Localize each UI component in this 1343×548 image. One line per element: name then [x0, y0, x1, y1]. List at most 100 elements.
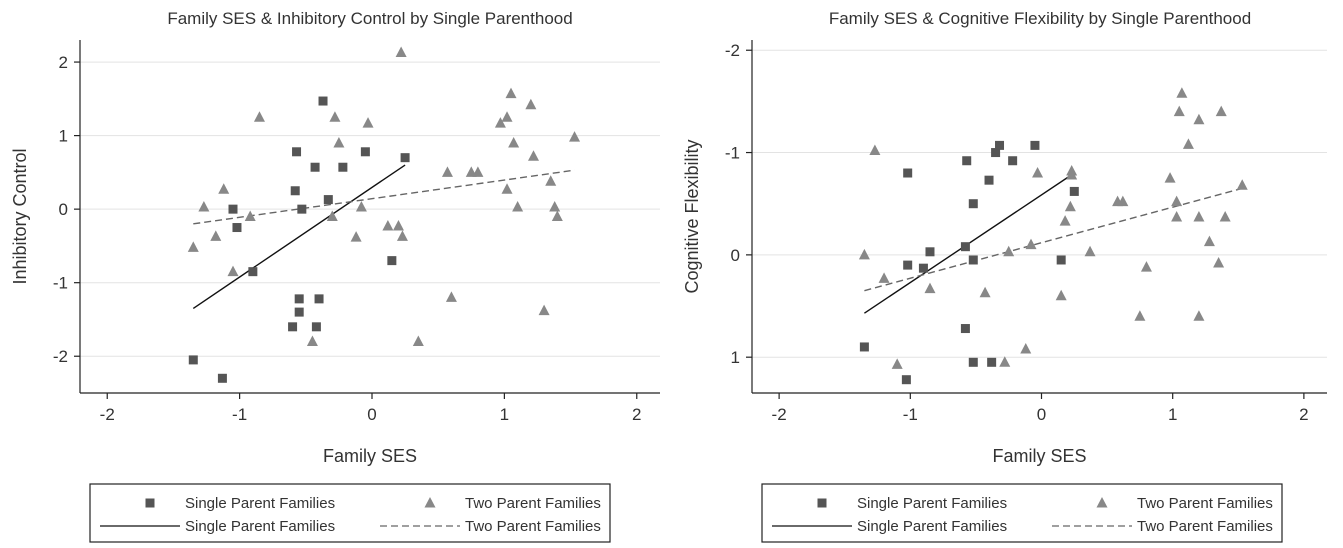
- point-two-parent: [525, 98, 537, 110]
- point-two-parent: [528, 150, 540, 161]
- point-single-parent: [918, 263, 928, 273]
- point-single-parent: [991, 148, 1001, 158]
- legend-label: Single Parent Families: [857, 495, 1007, 512]
- legend: [761, 483, 1283, 543]
- point-single-parent: [297, 204, 307, 214]
- point-two-parent: [362, 117, 374, 128]
- x-tick-label: 2: [632, 405, 641, 424]
- point-two-parent: [1193, 211, 1205, 222]
- point-single-parent: [968, 255, 978, 265]
- point-two-parent: [187, 241, 199, 252]
- point-single-parent: [901, 375, 911, 385]
- point-two-parent: [1066, 164, 1078, 176]
- point-two-parent: [1084, 245, 1096, 257]
- x-tick-label: -2: [100, 405, 115, 424]
- point-two-parent: [551, 210, 563, 221]
- point-single-parent: [323, 195, 333, 205]
- point-two-parent: [538, 304, 550, 316]
- point-two-parent: [210, 230, 222, 241]
- legend-label: Two Parent Families: [1137, 518, 1273, 535]
- point-two-parent: [1182, 138, 1194, 149]
- x-tick-label: -2: [772, 405, 787, 424]
- point-two-parent: [1193, 310, 1205, 321]
- legend-square-icon: [145, 498, 155, 508]
- legend-label: Single Parent Families: [185, 518, 335, 535]
- point-two-parent: [253, 111, 265, 122]
- point-two-parent: [326, 210, 338, 221]
- legend-label: Two Parent Families: [465, 518, 601, 535]
- point-single-parent: [903, 260, 913, 270]
- y-tick-label: 0: [731, 246, 740, 265]
- legend-label: Two Parent Families: [1137, 495, 1273, 512]
- point-two-parent: [244, 210, 256, 221]
- point-two-parent: [329, 111, 341, 122]
- point-two-parent: [494, 117, 506, 128]
- point-two-parent: [924, 282, 936, 294]
- point-single-parent: [288, 322, 298, 332]
- point-single-parent: [925, 247, 935, 257]
- point-two-parent: [1173, 105, 1185, 117]
- point-single-parent: [318, 96, 328, 106]
- chart-panel-cognitive-flexibility: Family SES & Cognitive Flexibility by Si…: [672, 0, 1343, 543]
- point-single-parent: [960, 242, 970, 252]
- x-tick-label: -1: [903, 405, 918, 424]
- point-two-parent: [1171, 211, 1183, 222]
- point-two-parent: [395, 46, 407, 58]
- point-two-parent: [1134, 310, 1146, 321]
- point-two-parent: [1025, 238, 1037, 250]
- chart-inhibitory-control: Family SES & Inhibitory Control by Singl…: [10, 9, 660, 543]
- y-tick-label: -2: [725, 41, 740, 60]
- point-two-parent: [412, 335, 424, 347]
- point-two-parent: [1020, 343, 1032, 354]
- point-two-parent: [355, 200, 367, 212]
- point-single-parent: [995, 140, 1005, 150]
- point-two-parent: [1215, 105, 1227, 117]
- point-single-parent: [311, 322, 321, 332]
- point-two-parent: [869, 144, 881, 156]
- point-two-parent: [227, 265, 239, 277]
- point-two-parent: [501, 183, 513, 194]
- point-two-parent: [512, 200, 524, 212]
- legend-square-icon: [817, 498, 827, 508]
- point-two-parent: [549, 200, 561, 212]
- point-two-parent: [392, 220, 404, 231]
- point-two-parent: [1117, 195, 1129, 207]
- point-two-parent: [218, 183, 230, 194]
- chart-cognitive-flexibility: Family SES & Cognitive Flexibility by Si…: [682, 9, 1327, 543]
- point-single-parent: [984, 175, 994, 185]
- point-two-parent: [1140, 261, 1152, 272]
- point-two-parent: [891, 358, 903, 369]
- y-tick-label: 1: [731, 348, 740, 367]
- chart-title: Family SES & Cognitive Flexibility by Si…: [829, 9, 1251, 28]
- x-tick-label: 1: [1168, 405, 1177, 424]
- point-single-parent: [400, 153, 410, 163]
- x-axis-label: Family SES: [992, 446, 1086, 466]
- point-single-parent: [314, 294, 324, 304]
- point-single-parent: [188, 355, 198, 365]
- point-two-parent: [1213, 257, 1225, 268]
- point-two-parent: [505, 87, 517, 99]
- point-two-parent: [350, 231, 362, 242]
- point-two-parent: [396, 230, 408, 241]
- point-two-parent: [858, 248, 870, 260]
- point-single-parent: [338, 162, 348, 172]
- point-two-parent: [1032, 167, 1044, 178]
- point-single-parent: [290, 186, 300, 196]
- x-tick-label: 2: [1299, 405, 1308, 424]
- point-single-parent: [294, 307, 304, 317]
- point-single-parent: [962, 156, 972, 166]
- point-two-parent: [508, 136, 520, 148]
- point-two-parent: [1176, 87, 1188, 98]
- point-two-parent: [441, 166, 453, 177]
- point-single-parent: [292, 147, 302, 157]
- fit-line-two-parent: [864, 187, 1243, 292]
- point-two-parent: [333, 136, 345, 148]
- point-two-parent: [1171, 195, 1183, 207]
- point-two-parent: [999, 356, 1011, 367]
- point-single-parent: [228, 204, 238, 214]
- x-tick-label: 0: [1037, 405, 1046, 424]
- point-two-parent: [1003, 245, 1015, 257]
- point-single-parent: [387, 256, 397, 266]
- y-tick-label: 1: [59, 127, 68, 146]
- point-single-parent: [232, 223, 242, 233]
